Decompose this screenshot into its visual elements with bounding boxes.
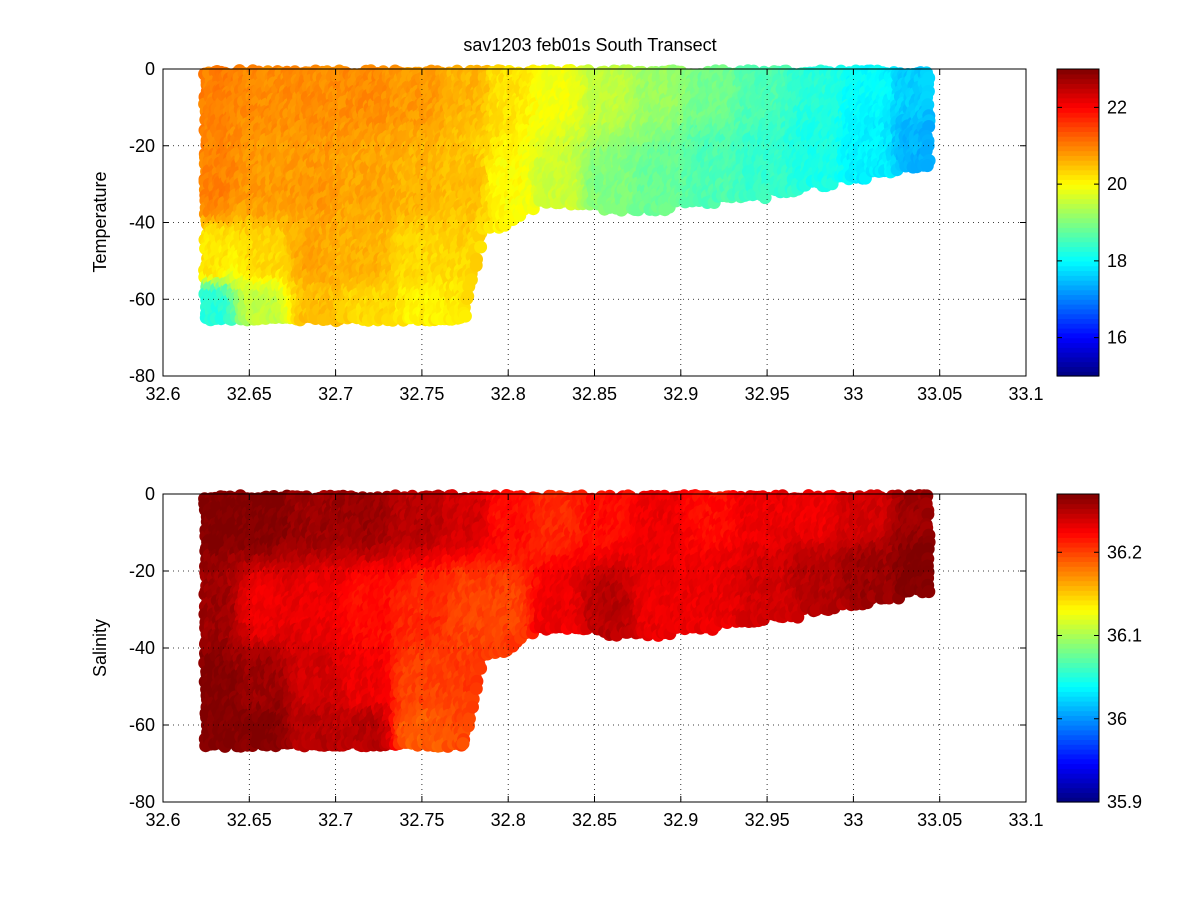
data-point xyxy=(469,258,483,272)
temperature-plot-area xyxy=(198,64,936,328)
data-point xyxy=(460,292,474,305)
temperature-panel: Temperature xyxy=(90,64,936,328)
data-point xyxy=(474,240,488,254)
data-point xyxy=(464,273,478,287)
data-point xyxy=(458,309,472,323)
figure-title: sav1203 feb01s South Transect xyxy=(463,35,716,55)
